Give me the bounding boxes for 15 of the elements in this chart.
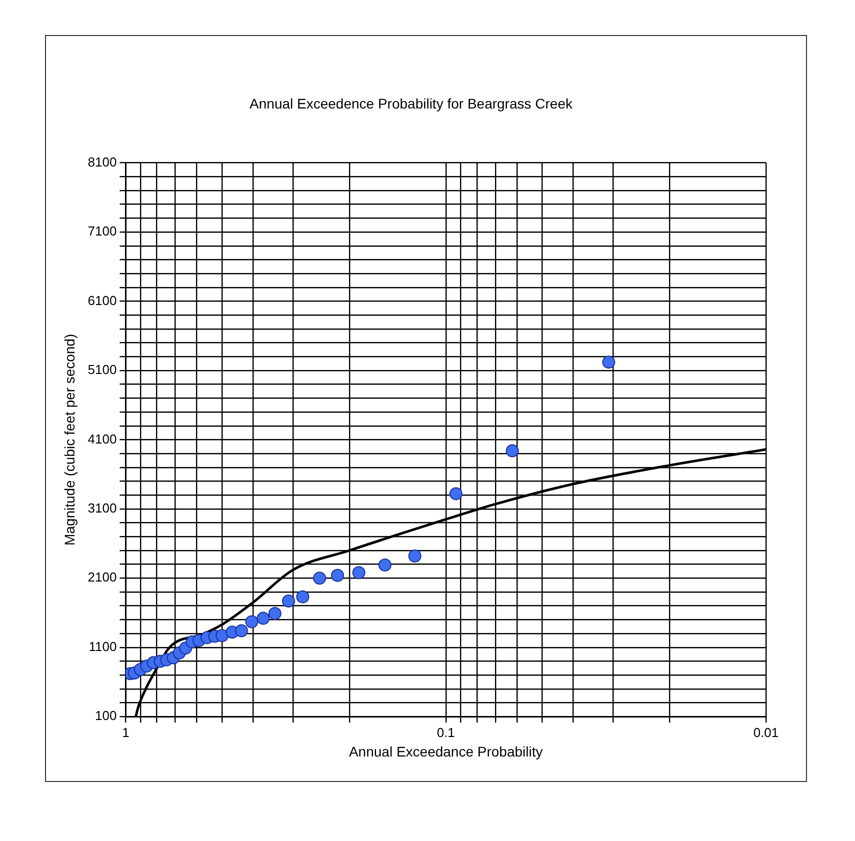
y-tick-label: 6100 — [88, 292, 117, 308]
y-tick-label: 8100 — [88, 154, 117, 170]
y-tick-label: 1100 — [88, 638, 117, 654]
chart-title: Annual Exceedence Probability for Beargrass Creek — [250, 95, 574, 112]
x-tick-label: 1 — [122, 724, 130, 740]
x-axis-title: Annual Exceedance Probability — [348, 743, 543, 760]
x-tick-label: 0.1 — [436, 724, 455, 740]
y-tick-label: 7100 — [88, 224, 117, 239]
y-tick-label: 5100 — [88, 362, 117, 378]
y-tick-label: 2100 — [88, 570, 117, 585]
x-tick-label: 0.01 — [753, 724, 779, 740]
y-axis-title: Magnitude (cubic feet per second) — [61, 334, 78, 546]
y-tick-label: 100 — [95, 708, 117, 724]
y-tick-label: 3100 — [88, 500, 117, 516]
y-tick-label: 4100 — [88, 431, 117, 446]
